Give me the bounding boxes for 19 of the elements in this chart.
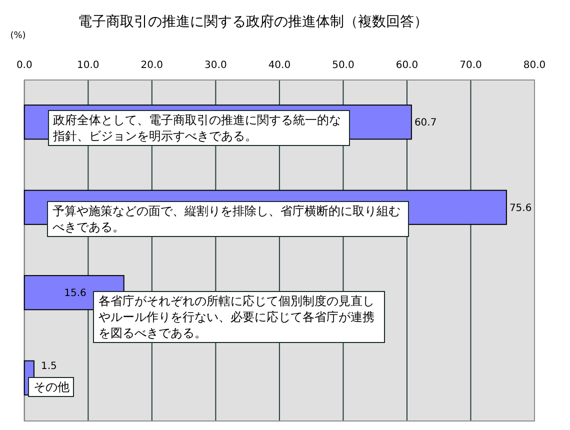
data-label: 15.6 xyxy=(64,288,86,300)
x-tick-label: 30.0 xyxy=(204,60,227,71)
y-tick-label: 各省庁がそれぞれの所轄に応じて個別制度の見直しやルール作りを行ない、必要に応じて各省庁が連携を図るべきである。 xyxy=(93,291,386,344)
y-tick-label: 予算や施策などの面で、縦割りを排除し、省庁横断的に取り組むべきである。 xyxy=(47,201,410,238)
x-tick-label: 0.0 xyxy=(16,60,32,71)
x-tick-label: 50.0 xyxy=(332,60,354,71)
x-tick-label: 20.0 xyxy=(140,60,164,71)
data-label: 1.5 xyxy=(40,360,57,372)
x-tick-label: 70.0 xyxy=(460,60,482,71)
data-label: 60.7 xyxy=(414,118,437,129)
chart-title: 電子商取引の推進に関する政府の推進体制（複数回答） xyxy=(78,14,428,30)
y-tick-label: その他 xyxy=(28,376,74,397)
x-tick-label: 10.0 xyxy=(77,60,100,71)
x-tick-label: 80.0 xyxy=(523,60,546,71)
x-axis-title: (%) xyxy=(10,31,26,41)
x-tick-label: 40.0 xyxy=(268,60,291,71)
x-tick-label: 60.0 xyxy=(396,60,418,71)
y-tick-label: 政府全体として、電子商取引の推進に関する統一的な指針、ビジョンを明示すべきである。 xyxy=(48,110,350,146)
data-label: 75.6 xyxy=(509,202,532,214)
